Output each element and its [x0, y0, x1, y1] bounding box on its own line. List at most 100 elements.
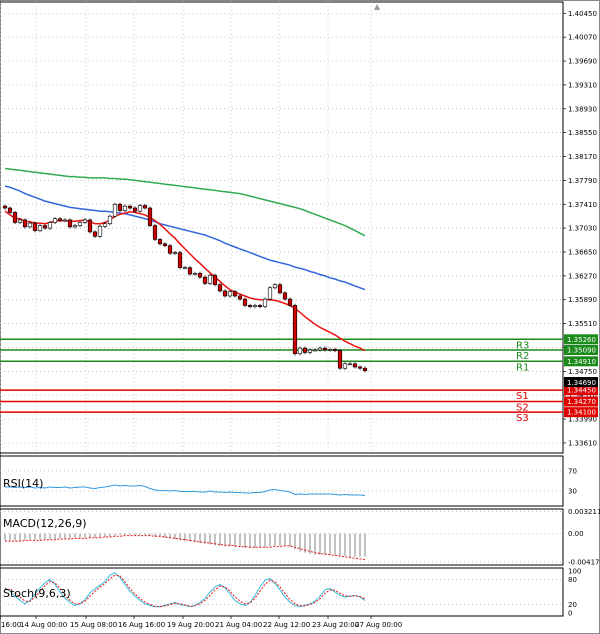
time-tick-label: 22 Aug 12:00 — [263, 621, 310, 629]
pivot-tag-label: 1.34100 — [567, 409, 596, 417]
candle-body — [107, 215, 113, 225]
rsi-tick-label: 70 — [568, 468, 577, 476]
candle-body — [182, 267, 188, 270]
candle-body — [342, 363, 348, 369]
candle-body — [212, 274, 218, 285]
price-tick-label: 1.33610 — [568, 439, 597, 447]
price-tick-label: 1.34750 — [568, 368, 597, 376]
stoch-label: Stoch(9,6,3) — [3, 587, 71, 600]
candle-body — [302, 347, 308, 353]
candle-body — [92, 231, 98, 237]
pivot-tag-label: 1.34910 — [567, 358, 596, 366]
candle-body — [297, 347, 303, 355]
candle-body — [227, 291, 233, 297]
price-panel — [0, 1, 564, 454]
candle-body — [127, 205, 133, 209]
candle-body — [27, 222, 33, 228]
price-tick-label: 1.33990 — [568, 416, 597, 424]
time-tick-label: 21 Aug 04:00 — [215, 621, 262, 629]
rsi-tick-label: 30 — [568, 488, 577, 496]
candle-body — [307, 349, 313, 353]
stoch-tick-label: 100 — [568, 568, 581, 576]
candle-body — [362, 367, 368, 372]
candle-body — [347, 363, 353, 366]
pivot-name-r3: R3 — [516, 340, 529, 351]
price-tick-label: 1.39690 — [568, 58, 597, 66]
stoch-d-line — [4, 574, 366, 608]
candle-body — [192, 273, 198, 275]
time-tick-label: 14 Aug 00:00 — [20, 621, 67, 629]
scroll-arrow-icon: ▲ — [374, 2, 381, 11]
pivot-tag-label: 1.34450 — [567, 387, 596, 395]
candle-body — [17, 219, 23, 223]
candle-body — [167, 245, 173, 254]
price-tick-label: 1.34370 — [568, 392, 597, 400]
pivot-name-r1: R1 — [516, 362, 529, 373]
candle-body — [262, 298, 268, 307]
candle-body — [332, 349, 338, 351]
candle-body — [12, 212, 18, 223]
candle-body — [197, 273, 203, 278]
pivot-tag-box — [564, 356, 598, 367]
candle-body — [217, 284, 223, 292]
candle-body — [57, 218, 63, 221]
current-price-tag: 1.34690 — [564, 377, 598, 387]
pivot-tag-label: 1.34270 — [567, 398, 596, 406]
price-tick-label: 1.38550 — [568, 129, 597, 137]
price-tick-label: 1.35890 — [568, 296, 597, 304]
candle-body — [2, 205, 8, 209]
macd-panel — [0, 508, 564, 566]
price-tick-label: 1.38930 — [568, 105, 597, 113]
price-tick-label: 1.36650 — [568, 248, 597, 256]
candle-body — [357, 366, 363, 369]
time-tick-label: 27 Aug 00:00 — [355, 621, 402, 629]
candle-body — [62, 219, 68, 222]
candle-body — [247, 305, 253, 307]
stoch-tick-label: 80 — [568, 576, 577, 584]
price-tick-label: 1.40450 — [568, 10, 597, 18]
macd-tick-label: 0.00 — [568, 530, 584, 538]
time-tick-label: 15 Aug 08:00 — [70, 621, 117, 629]
price-axis: 1.40450 1.40070 1.39690 1.39310 1.38930 1.385… — [563, 10, 597, 447]
slow-ma-line — [4, 167, 366, 237]
price-tick-label: 1.38170 — [568, 153, 597, 161]
candle-body — [47, 222, 53, 229]
stoch-tick-label: 20 — [568, 601, 577, 609]
candle-body — [172, 252, 178, 254]
rsi-layer: 70 30 — [0, 468, 577, 496]
candle-body — [242, 298, 248, 306]
candle-body — [152, 225, 158, 240]
pivot-tag-box — [564, 334, 598, 345]
rsi-label: RSI(14) — [3, 477, 43, 490]
candle-body — [202, 276, 208, 284]
candle-body — [327, 349, 333, 351]
candle-body — [337, 350, 343, 369]
price-tick-label: 1.36270 — [568, 272, 597, 280]
pivot-level-tags: 1.35260 1.35090 1.34910 1.34450 1.34270 1.341… — [564, 334, 598, 418]
candle-body — [112, 203, 118, 217]
candle-body — [352, 363, 358, 368]
candle-body — [312, 349, 318, 352]
candle-body — [282, 292, 288, 300]
candle-body — [267, 287, 273, 300]
price-tick-label: 1.37410 — [568, 201, 597, 209]
price-tick-label: 1.37030 — [568, 225, 597, 233]
pivot-tag-box — [564, 396, 598, 407]
price-tick-label: 1.35510 — [568, 320, 597, 328]
rsi-panel — [0, 455, 564, 507]
candle-body — [117, 203, 123, 211]
pivot-tag-box — [564, 344, 598, 355]
current-price-label: 1.34690 — [567, 379, 596, 387]
candle-body — [102, 223, 108, 227]
current-price-box — [564, 377, 598, 387]
candle-body — [97, 225, 103, 237]
candle-body — [132, 207, 138, 212]
candle-body — [72, 225, 78, 228]
macd-label: MACD(12,26,9) — [3, 517, 87, 530]
candle-body — [77, 222, 83, 226]
candle-body — [32, 222, 38, 231]
